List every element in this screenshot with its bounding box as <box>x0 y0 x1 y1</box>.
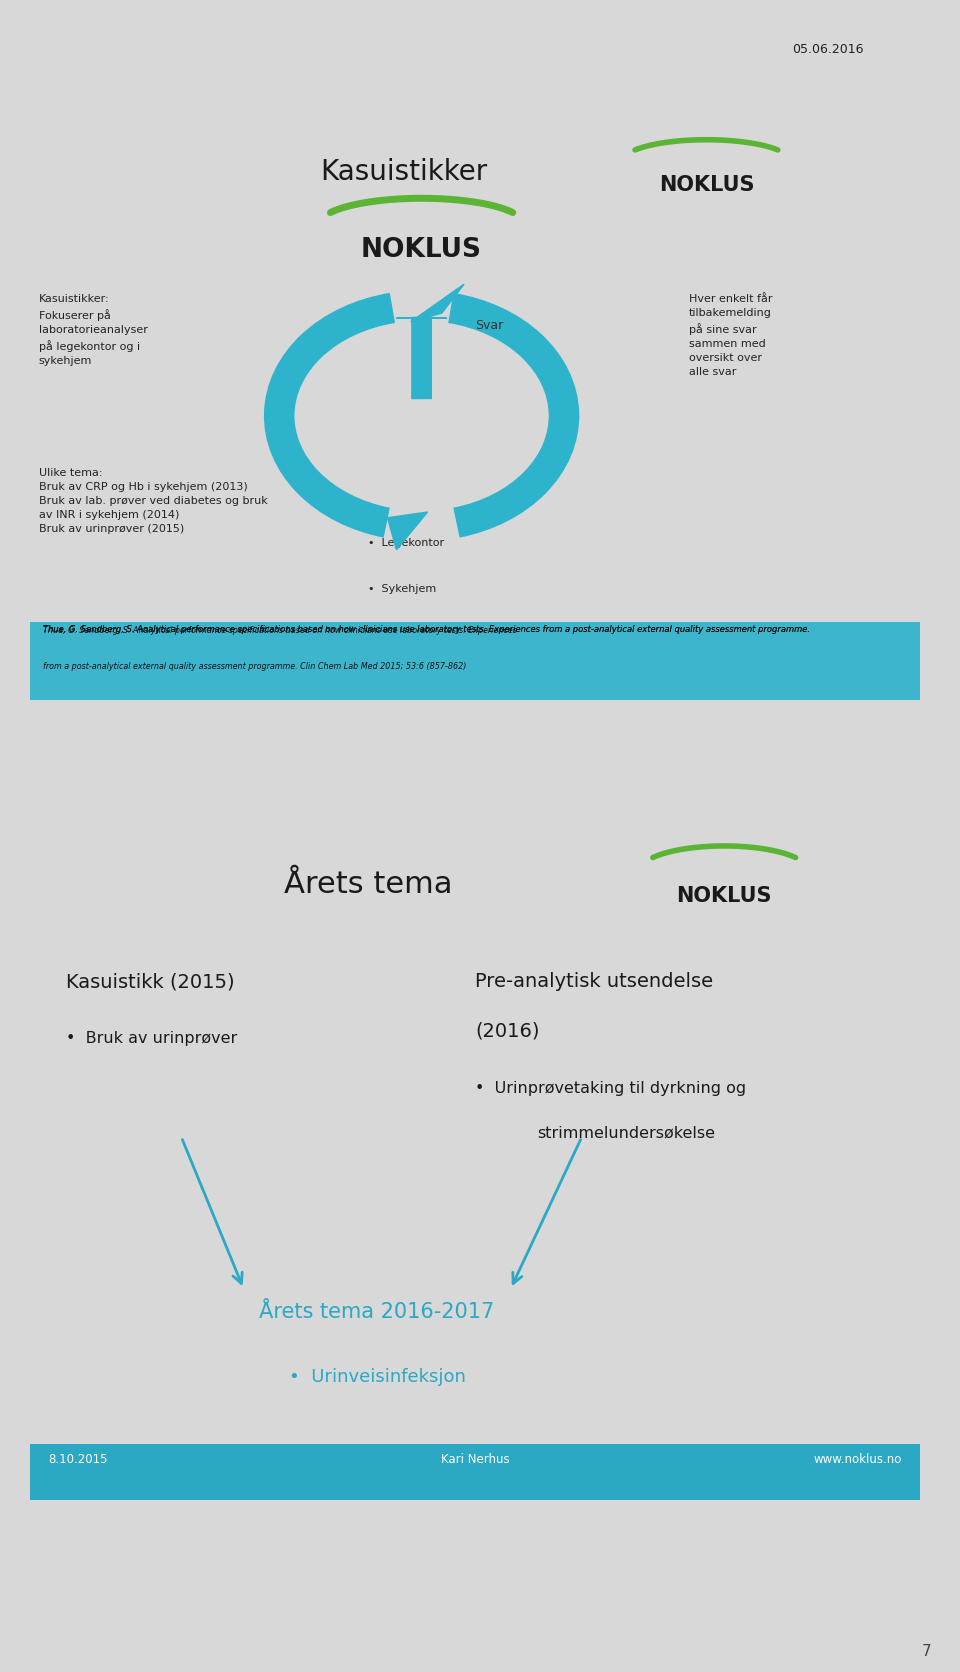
Text: Årets tema 2016-2017: Årets tema 2016-2017 <box>259 1302 494 1323</box>
Text: 8.10.2015: 8.10.2015 <box>48 1453 108 1466</box>
Text: •  Urinveisinfeksjon: • Urinveisinfeksjon <box>289 1368 466 1386</box>
FancyBboxPatch shape <box>30 1445 920 1500</box>
Text: strimmelundersøkelse: strimmelundersøkelse <box>538 1125 715 1140</box>
Text: Thue, G. Sandberg, S. Analytical performance specifications based on how clinici: Thue, G. Sandberg, S. Analytical perform… <box>43 625 810 634</box>
Text: from a post-analytical external quality assessment programme. Clin Chem Lab Med : from a post-analytical external quality … <box>43 662 467 670</box>
Text: •  Bruk av urinprøver: • Bruk av urinprøver <box>65 1032 237 1047</box>
Text: Kari Nerhus: Kari Nerhus <box>441 1453 510 1466</box>
Text: Thue, G. Sandberg, S. Analytical performance specifications based on how clinici: Thue, G. Sandberg, S. Analytical perform… <box>43 625 810 634</box>
Text: •  Sykehjem: • Sykehjem <box>369 584 437 594</box>
Text: Hver enkelt får
tilbakemelding
på sine svar
sammen med
oversikt over
alle svar: Hver enkelt får tilbakemelding på sine s… <box>688 294 772 376</box>
Text: Pre-analytisk utsendelse: Pre-analytisk utsendelse <box>475 971 713 991</box>
Text: NOKLUS: NOKLUS <box>659 174 755 194</box>
Text: 05.06.2016: 05.06.2016 <box>793 43 864 57</box>
Text: Ulike tema:
Bruk av CRP og Hb i sykehjem (2013)
Bruk av lab. prøver ved diabetes: Ulike tema: Bruk av CRP og Hb i sykehjem… <box>39 468 268 533</box>
Text: NOKLUS: NOKLUS <box>677 886 772 906</box>
Text: Kasuistikk (2015): Kasuistikk (2015) <box>65 971 234 991</box>
Text: Kasuistikker:
Fokuserer på
laboratorieanalyser
på legekontor og i
sykehjem: Kasuistikker: Fokuserer på laboratoriean… <box>39 294 148 366</box>
Text: Kasuistikker: Kasuistikker <box>321 157 488 186</box>
Polygon shape <box>388 512 427 550</box>
Text: www.noklus.no: www.noklus.no <box>814 1453 902 1466</box>
Text: Svar: Svar <box>475 319 503 333</box>
Text: NOKLUS: NOKLUS <box>361 237 482 263</box>
Polygon shape <box>411 284 464 321</box>
Text: •  Urinprøvetaking til dyrkning og: • Urinprøvetaking til dyrkning og <box>475 1080 746 1095</box>
Text: (2016): (2016) <box>475 1022 540 1040</box>
Text: Årets tema: Årets tema <box>284 869 452 900</box>
FancyBboxPatch shape <box>30 622 920 701</box>
Text: 7: 7 <box>922 1644 931 1659</box>
Text: Thue, G. Sandberg, S. Analytical performance specifications based on how clinici: Thue, G. Sandberg, S. Analytical perform… <box>43 625 517 635</box>
Text: •  Legekontor: • Legekontor <box>369 538 444 548</box>
